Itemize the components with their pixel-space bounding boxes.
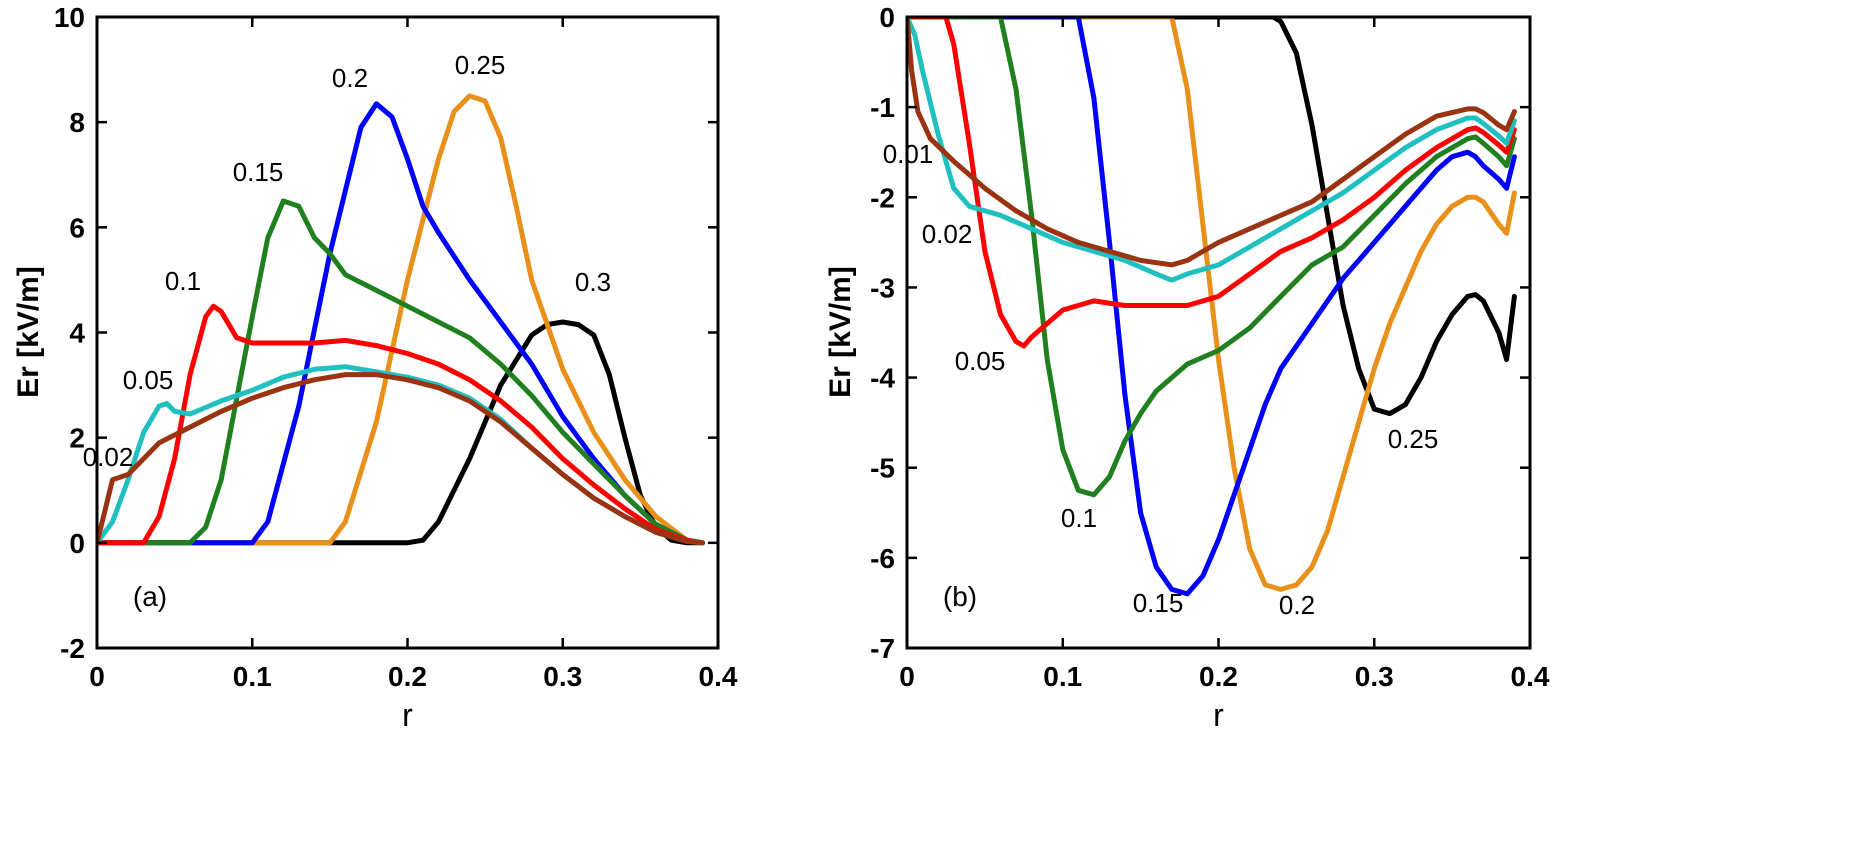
series-line-0.05 [907,17,1517,349]
curve-annotation: 0.05 [123,365,174,395]
series-line-0.2 [907,17,1517,592]
series-line-0.1 [97,303,705,546]
y-tick-label: -2 [60,633,85,664]
plot-frame-b [905,15,1532,650]
y-tick-label: 0 [879,2,895,33]
y-tick-label: 6 [69,212,85,243]
panel-label: (b) [943,581,977,612]
curve-annotation: 0.1 [165,266,201,296]
curve-annotation: 0.02 [83,442,134,472]
y-tick-label: 8 [69,107,85,138]
series-line-0.15 [97,198,705,546]
x-tick-label: 0.2 [388,661,427,692]
curve-annotation: 0.2 [332,63,368,93]
y-tick-label: 4 [69,318,85,349]
series-line-0.02 [97,372,705,546]
series-line-0.01 [907,17,1517,268]
x-tick-label: 0.3 [1355,661,1394,692]
series-line-0.25 [907,17,1517,417]
y-tick-label: -4 [870,363,895,394]
plot-frame-a [95,15,720,650]
x-tick-label: 0.1 [1043,661,1082,692]
curve-annotation: 0.1 [1061,503,1097,533]
y-tick-label: -6 [870,543,895,574]
series-line-0.25 [97,93,705,546]
panel-label: (a) [133,581,167,612]
curve-annotation: 0.02 [922,219,973,249]
curve-annotation: 0.2 [1279,590,1315,620]
y-tick-label: -2 [870,182,895,213]
x-axis-label: r [402,697,413,733]
curve-annotation: 0.3 [575,267,611,297]
y-axis-label: Er [kV/m] [824,266,857,398]
x-tick-label: 0 [89,661,105,692]
series-line-0.02 [907,17,1517,283]
y-tick-label: 0 [69,528,85,559]
curve-annotation: 0.01 [883,139,934,169]
x-tick-label: 0.4 [699,661,738,692]
x-tick-label: 0 [899,661,915,692]
x-tick-label: 0.2 [1199,661,1238,692]
x-axis-label: r [1213,697,1224,733]
curve-annotation: 0.15 [233,157,284,187]
series-line-0.1 [907,17,1517,498]
curve-annotation: 0.15 [1133,588,1184,618]
x-tick-label: 0.3 [543,661,582,692]
y-tick-label: -1 [870,92,895,123]
y-axis-label: Er [kV/m] [12,266,45,398]
x-tick-label: 0.1 [233,661,272,692]
y-tick-label: 10 [54,2,85,33]
curve-annotation: 0.05 [955,346,1006,376]
curve-annotation: 0.25 [455,50,506,80]
x-tick-label: 0.4 [1511,661,1550,692]
y-tick-label: 2 [69,423,85,454]
y-tick-label: -5 [870,453,895,484]
curve-annotation: 0.25 [1388,424,1439,454]
y-tick-label: -3 [870,272,895,303]
y-tick-label: -7 [870,633,895,664]
